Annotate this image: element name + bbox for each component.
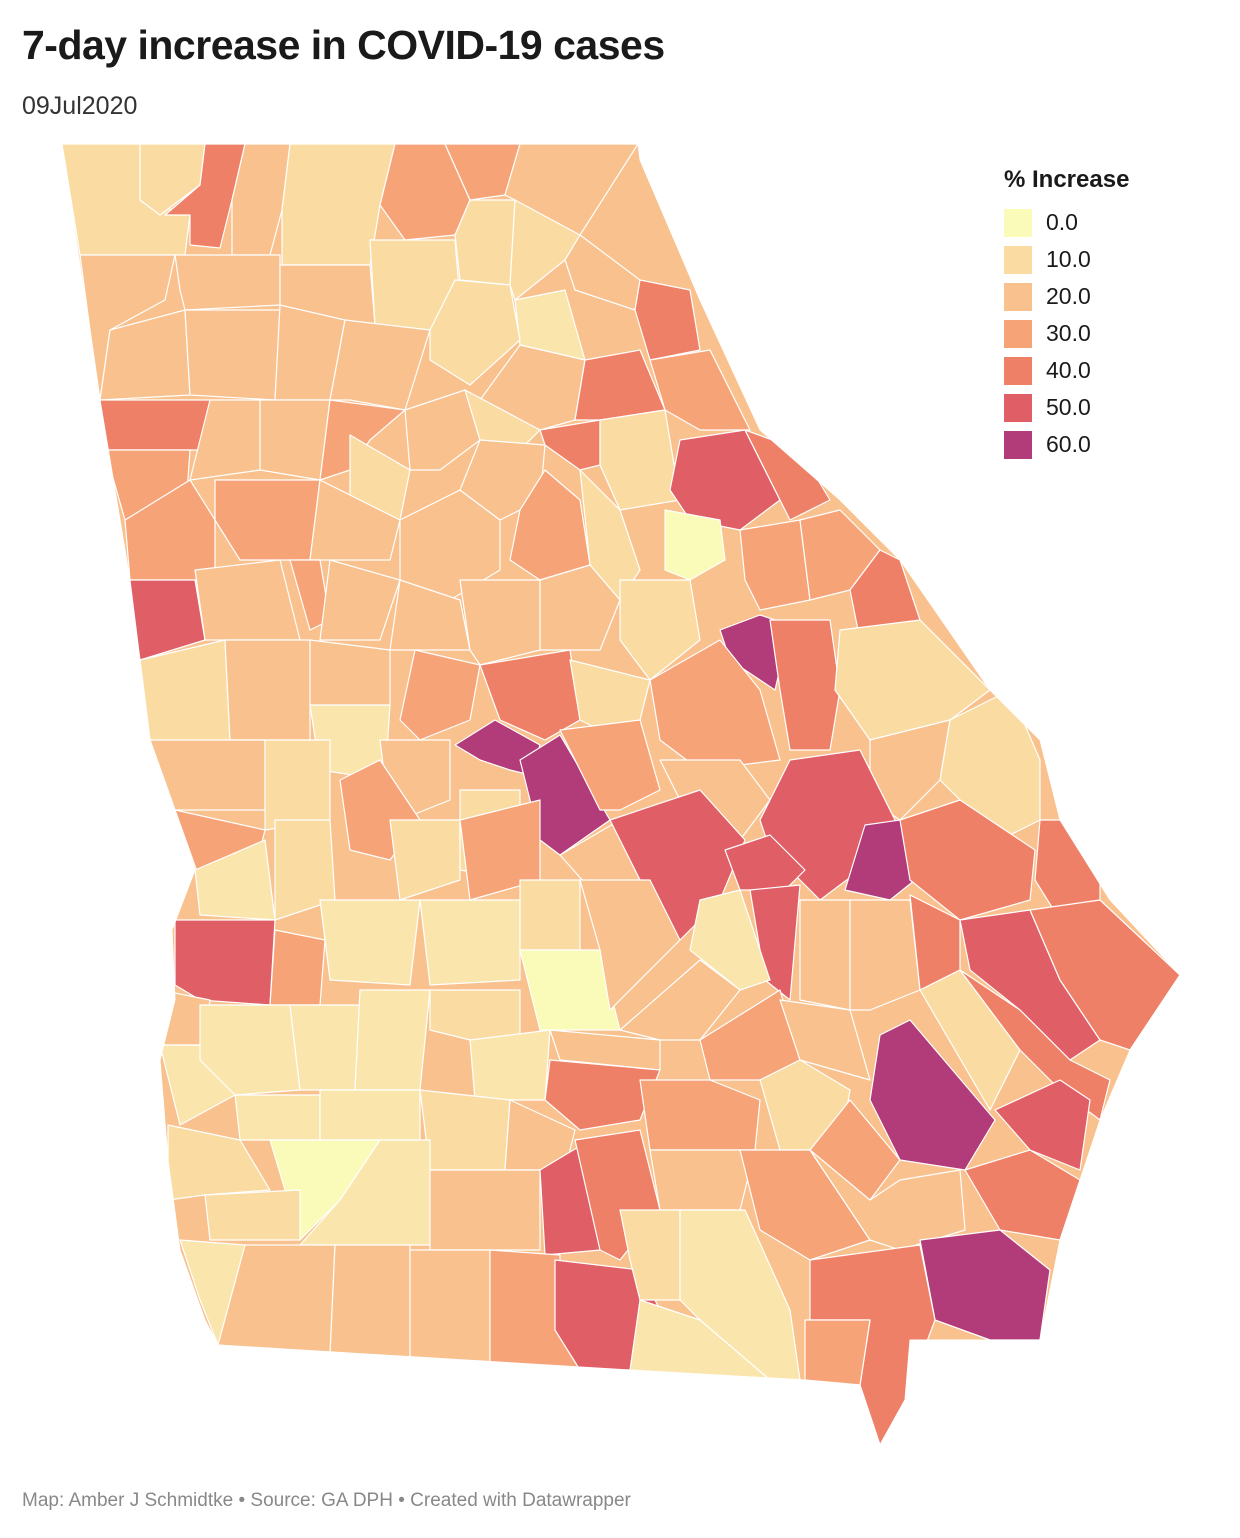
county-region [309,639,391,706]
county-region [399,649,481,741]
county-region [199,1004,301,1096]
county-region [649,639,781,771]
county-region [259,399,331,481]
county-region [404,389,481,471]
legend-label: 0.0 [1046,209,1078,235]
county-region [799,899,851,1011]
county-region [174,919,276,1006]
county-region [454,199,516,286]
county-region [739,1149,871,1261]
georgia-county-map [61,143,1181,1447]
county-region [619,959,741,1041]
legend-swatch [1004,430,1032,459]
county-region [429,989,521,1041]
county-region [509,199,581,301]
county-region [619,579,701,681]
county-region [419,899,521,986]
legend-label: 20.0 [1046,283,1091,309]
county-region [724,834,806,891]
county-region [634,279,701,361]
county-region [479,344,586,431]
county-region [649,349,751,431]
county-region [564,234,641,311]
county-region [539,564,621,651]
county-region [619,1209,681,1301]
legend-label: 30.0 [1046,320,1091,346]
county-region [234,1094,321,1141]
county-region [264,739,331,831]
legend-item: 20.0 [1004,278,1129,315]
county-region [124,479,216,581]
legend-swatch [1004,393,1032,422]
county-region [184,309,281,401]
legend-item: 60.0 [1004,426,1129,463]
county-region [804,1319,871,1386]
legend-swatch [1004,245,1032,274]
county-region [174,254,281,311]
county-region [204,1189,301,1241]
legend-title: % Increase [1004,166,1130,193]
georgia-state-outline [61,143,1181,1447]
county-region [459,579,541,666]
county-region [689,889,771,991]
county-region [429,1169,541,1251]
legend-label: 60.0 [1046,431,1091,457]
county-region [149,739,266,811]
county-region [639,1079,761,1151]
county-region [779,999,871,1081]
county-region [539,419,601,471]
county-region [139,144,206,216]
legend-items: 0.0 10.0 20.0 30.0 40.0 50.0 60.0 [1004,204,1129,463]
legend-item: 50.0 [1004,389,1129,426]
county-region [519,879,581,951]
county-region [559,719,661,811]
chart-title: 7-day increase in COVID-19 cases [22,22,665,68]
legend-label: 40.0 [1046,357,1091,383]
county-region [289,1004,361,1091]
county-region [959,969,1111,1121]
legend-item: 40.0 [1004,352,1129,389]
county-region [409,1249,491,1366]
county-region [599,409,681,511]
county-region [649,1149,756,1211]
county-region [319,1089,421,1141]
color-legend: % Increase 0.0 10.0 20.0 30.0 40.0 50.0 60.0 [1004,166,1129,463]
county-region [269,929,326,1006]
legend-swatch [1004,208,1032,237]
county-region [739,519,811,611]
county-region [389,819,461,901]
source-credit: Map: Amber J Schmidtke • Source: GA DPH … [22,1490,631,1511]
county-region [544,1059,661,1131]
legend-item: 10.0 [1004,241,1129,278]
county-region [329,1244,411,1361]
county-region [994,1079,1091,1171]
county-region [664,509,726,581]
chart-subtitle: 09Jul2020 [22,92,138,120]
county-region [469,1029,551,1101]
county-region [99,399,211,451]
legend-swatch [1004,319,1032,348]
county-region [579,879,681,1011]
county-region [309,479,401,561]
legend-swatch [1004,356,1032,385]
county-region [419,1089,511,1171]
county-region [844,819,916,901]
county-region [224,639,311,741]
county-region [329,319,431,411]
legend-label: 10.0 [1046,246,1091,272]
county-region [354,989,431,1091]
county-region [849,899,921,1011]
legend-label: 50.0 [1046,394,1091,420]
legend-swatch [1004,282,1032,311]
county-region [319,559,401,641]
county-region [769,619,841,751]
county-region [899,799,1036,921]
county-region [809,1149,966,1251]
legend-item: 30.0 [1004,315,1129,352]
county-region [319,899,421,986]
legend-item: 0.0 [1004,204,1129,241]
